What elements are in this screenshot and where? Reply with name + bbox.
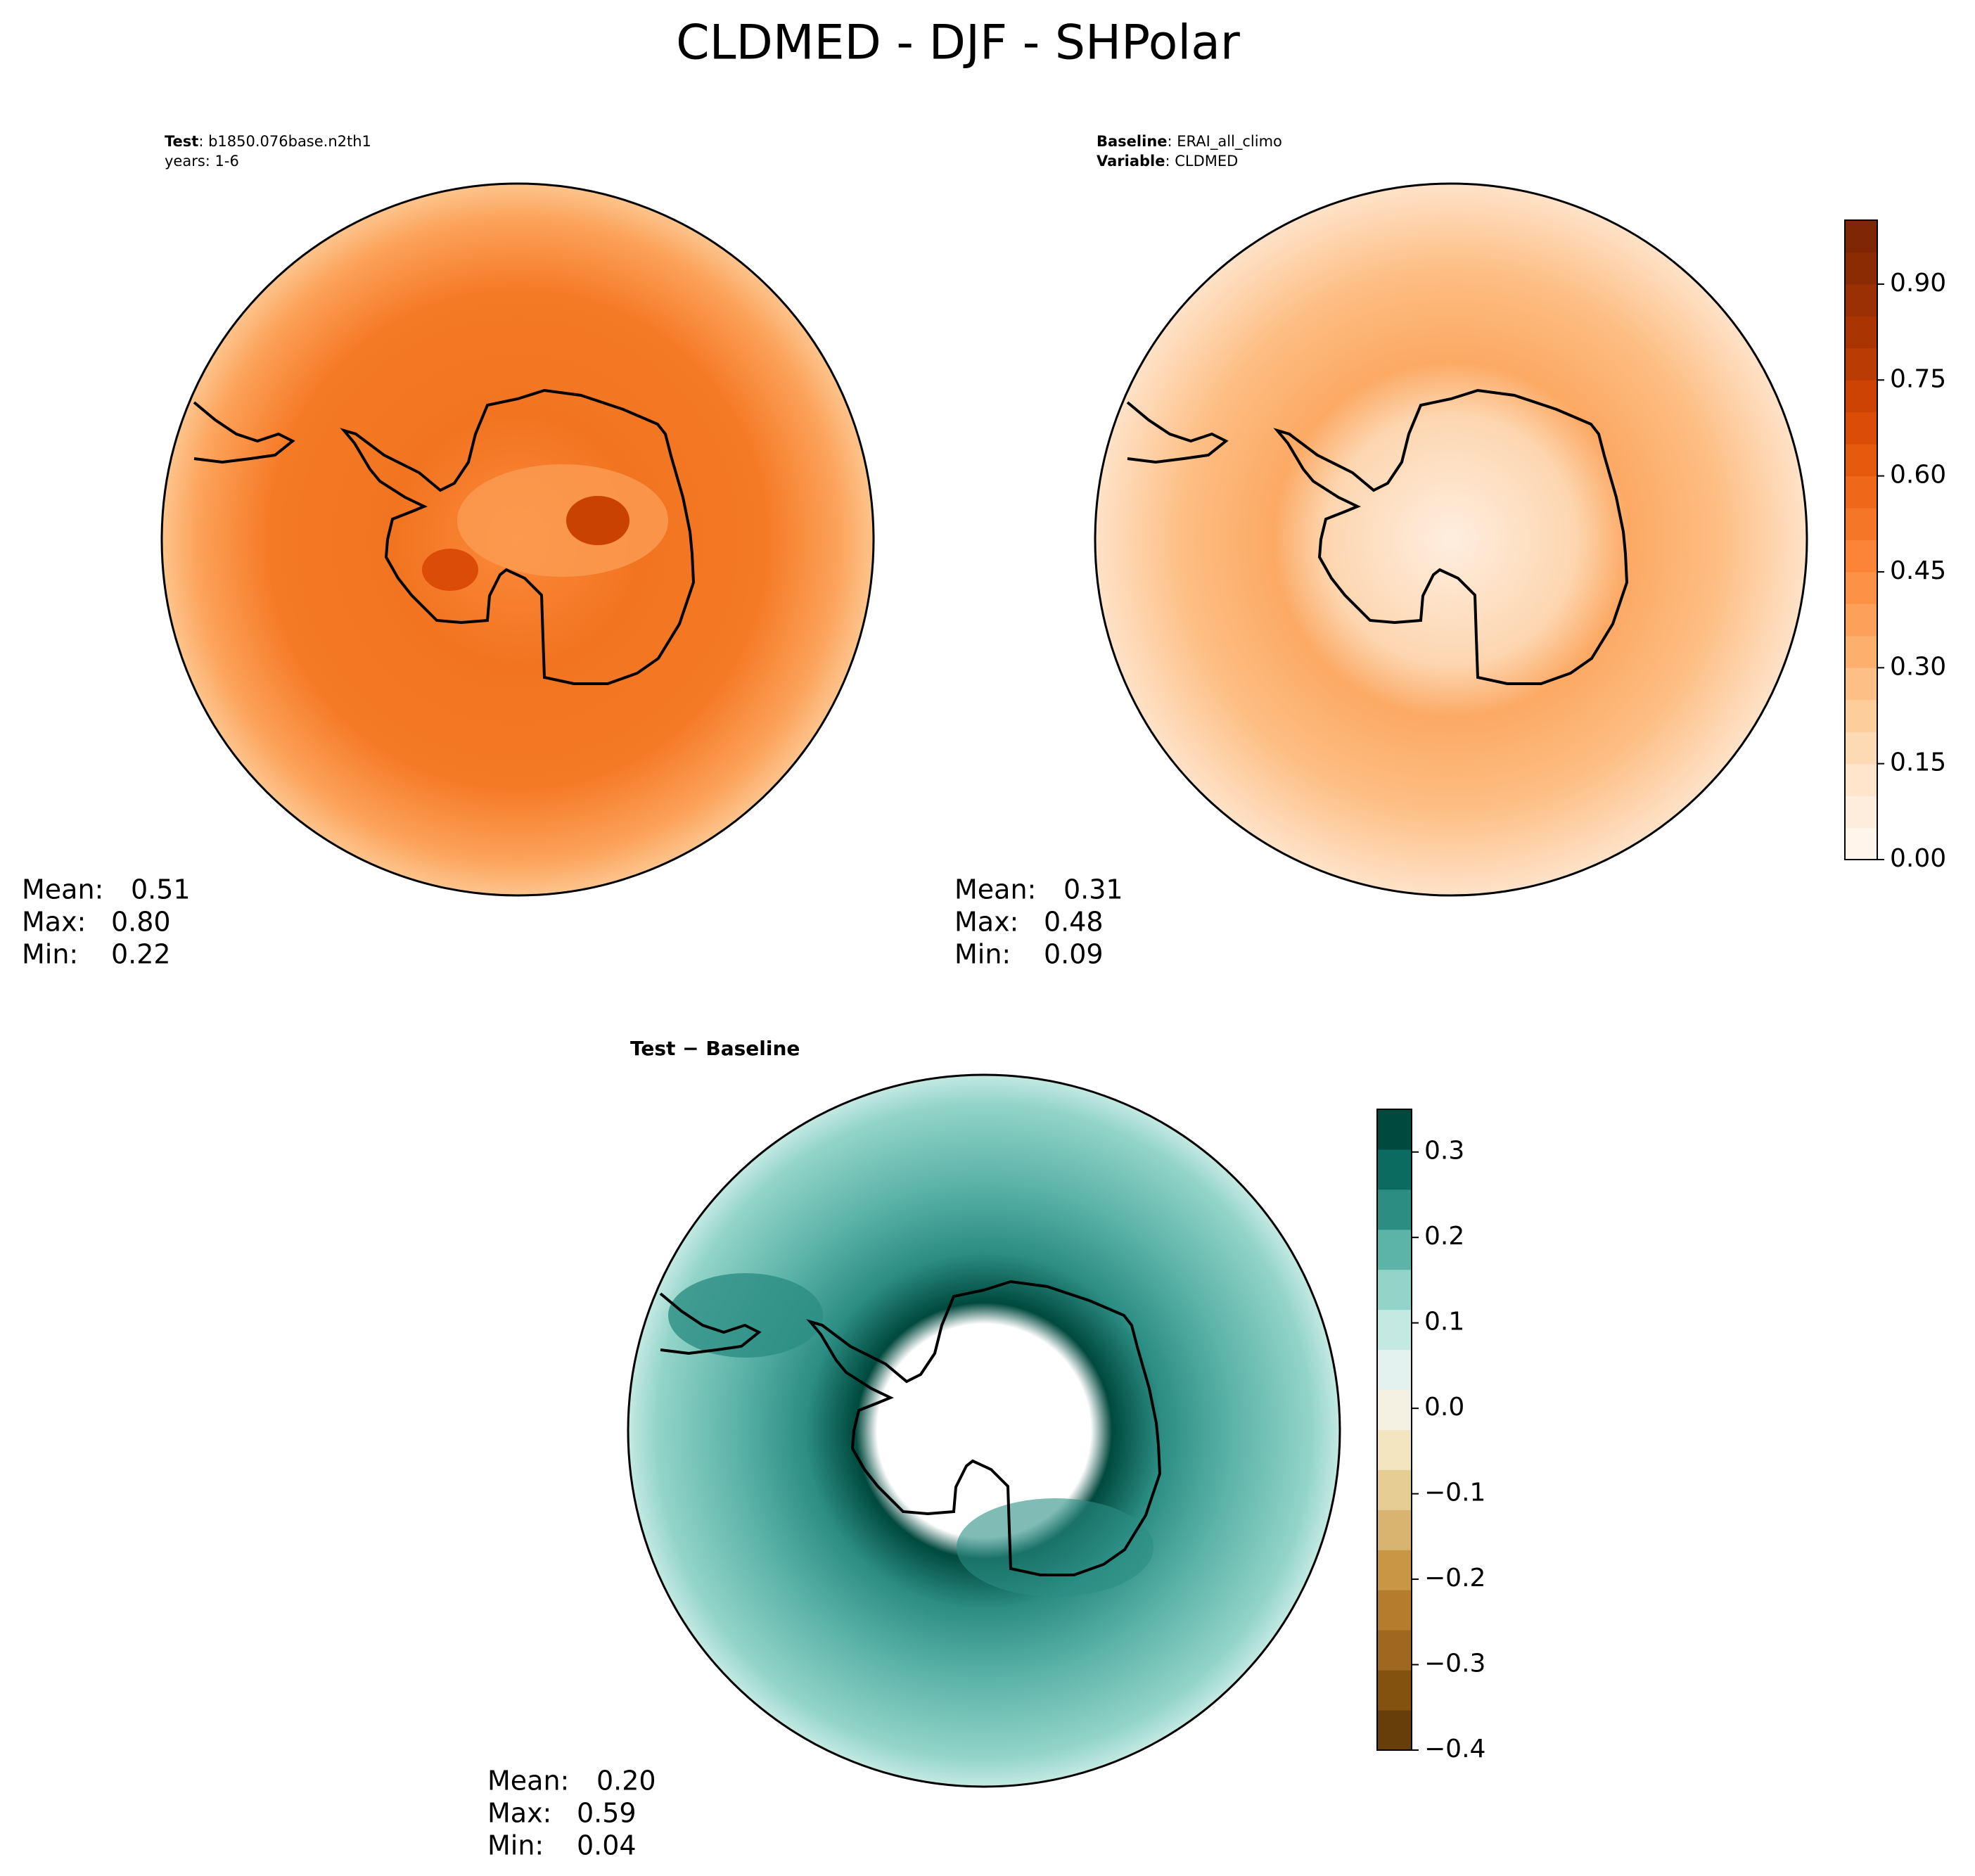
colorbar-level bbox=[1845, 540, 1877, 573]
stat-value: 0.04 bbox=[577, 1830, 637, 1861]
stat-name: Mean: bbox=[954, 874, 1036, 905]
colorbar-level bbox=[1377, 1670, 1412, 1711]
colorbar-level bbox=[1377, 1109, 1412, 1150]
colorbar-level bbox=[1377, 1429, 1412, 1470]
stat-value: 0.20 bbox=[596, 1766, 656, 1797]
map-difference bbox=[627, 1073, 1341, 1788]
colorbar-level bbox=[1845, 380, 1877, 413]
stat-name: Max: bbox=[487, 1798, 551, 1829]
colorbar-tick-label: −0.1 bbox=[1424, 1479, 1485, 1507]
colorbar-level bbox=[1377, 1510, 1412, 1550]
colorbar-level bbox=[1845, 763, 1877, 796]
colorbar-level bbox=[1377, 1550, 1412, 1590]
header-text: : CLDMED bbox=[1165, 153, 1238, 170]
colorbar-frame bbox=[1376, 1109, 1412, 1751]
colorbar-tick-label: 0.3 bbox=[1424, 1137, 1464, 1166]
colorbar-level bbox=[1845, 476, 1877, 509]
colorbar-level bbox=[1377, 1189, 1412, 1230]
stat-value: 0.59 bbox=[577, 1798, 637, 1829]
colorbar-level bbox=[1845, 827, 1877, 860]
map-contours bbox=[193, 389, 695, 685]
header-key: Baseline bbox=[1097, 133, 1168, 150]
stat-value: 0.51 bbox=[131, 874, 191, 905]
colorbar-tick-label: −0.3 bbox=[1424, 1650, 1485, 1678]
colorbar-level bbox=[1845, 604, 1877, 637]
colorbar-level bbox=[1845, 699, 1877, 732]
colorbar-tick-label: 0.90 bbox=[1890, 269, 1946, 298]
colorbar-tick-label: 0.00 bbox=[1890, 844, 1946, 873]
colorbar-level bbox=[1845, 635, 1877, 668]
panel-header: Test: b1850.076base.n2th1 bbox=[165, 133, 371, 150]
colorbar-level bbox=[1377, 1469, 1412, 1510]
header-key: Variable bbox=[1097, 153, 1165, 170]
colorbar-level bbox=[1845, 796, 1877, 829]
colorbar-tick-label: 0.1 bbox=[1424, 1308, 1464, 1336]
stat-name: Min: bbox=[22, 939, 78, 970]
panel-title: Test − Baseline bbox=[630, 1037, 800, 1060]
colorbar-tick-label: −0.2 bbox=[1424, 1564, 1485, 1593]
stat-value: 0.22 bbox=[111, 939, 171, 970]
colorbar-level bbox=[1377, 1309, 1412, 1351]
stat-value: 0.80 bbox=[111, 907, 171, 938]
colorbar-level bbox=[1845, 732, 1877, 765]
panel-note: years: 1-6 bbox=[165, 153, 239, 170]
map-field bbox=[1095, 184, 1807, 895]
panel-header: Baseline: ERAI_all_climo bbox=[1097, 133, 1282, 151]
colorbar-level bbox=[1377, 1149, 1412, 1190]
stat-name: Mean: bbox=[487, 1766, 569, 1797]
stat-value: 0.09 bbox=[1044, 939, 1104, 970]
stat-value: 0.31 bbox=[1063, 874, 1123, 905]
colorbar-tick-label: 0.0 bbox=[1424, 1393, 1464, 1422]
colorbar-level bbox=[1377, 1710, 1412, 1751]
colorbar-level bbox=[1845, 316, 1877, 349]
colorbar-level bbox=[1845, 220, 1877, 253]
stat-name: Max: bbox=[22, 907, 86, 938]
colorbar-tick-label: 0.75 bbox=[1890, 364, 1946, 393]
stat-name: Min: bbox=[954, 939, 1011, 970]
colorbar-frame bbox=[1844, 219, 1878, 860]
colorbar-level bbox=[1845, 668, 1877, 701]
header-text: : b1850.076base.n2th1 bbox=[198, 133, 371, 150]
colorbar-level bbox=[1377, 1590, 1412, 1631]
header-text: : ERAI_all_climo bbox=[1168, 133, 1282, 151]
colorbar-level bbox=[1845, 571, 1877, 604]
stat-name: Max: bbox=[954, 907, 1018, 938]
header-key: Test bbox=[165, 133, 198, 150]
colorbar-level bbox=[1377, 1349, 1412, 1391]
colorbar-level bbox=[1377, 1630, 1412, 1671]
colorbar-tick-label: 0.30 bbox=[1890, 652, 1946, 681]
colorbar-level bbox=[1377, 1269, 1412, 1310]
colorbar-tick-label: 0.45 bbox=[1890, 556, 1946, 585]
colorbar-tick-label: 0.60 bbox=[1890, 461, 1946, 490]
map-baseline bbox=[1094, 182, 1808, 897]
colorbar-level bbox=[1845, 283, 1877, 317]
colorbar-level bbox=[1845, 347, 1877, 381]
colorbar-tick-label: 0.2 bbox=[1424, 1222, 1464, 1251]
colorbar-level bbox=[1377, 1389, 1412, 1430]
map-test bbox=[160, 182, 875, 897]
colorbar-level bbox=[1845, 508, 1877, 540]
colorbar-tick-label: −0.4 bbox=[1424, 1735, 1485, 1763]
map-field bbox=[628, 1075, 1340, 1787]
colorbar-level bbox=[1845, 252, 1877, 285]
colorbar-level bbox=[1377, 1229, 1412, 1270]
panel-header: Variable: CLDMED bbox=[1097, 153, 1238, 170]
stat-name: Min: bbox=[487, 1830, 544, 1861]
stat-value: 0.48 bbox=[1044, 907, 1104, 938]
map-contours bbox=[659, 1273, 1161, 1597]
colorbar-tick-label: 0.15 bbox=[1890, 748, 1946, 777]
colorbar-level bbox=[1845, 444, 1877, 477]
colorbar-level bbox=[1845, 411, 1877, 445]
figure-title: CLDMED - DJF - SHPolar bbox=[676, 15, 1240, 71]
stat-name: Mean: bbox=[22, 874, 103, 905]
